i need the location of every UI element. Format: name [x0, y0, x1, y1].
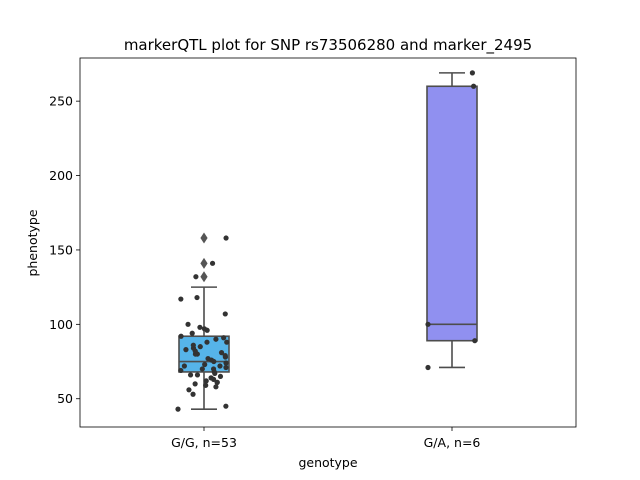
data-point	[183, 347, 189, 353]
data-point	[218, 350, 225, 356]
data-point	[223, 360, 229, 366]
data-point	[209, 260, 216, 266]
data-point	[223, 235, 229, 241]
box-group	[426, 72, 478, 369]
data-point	[471, 83, 477, 89]
data-point	[208, 375, 214, 381]
y-axis-label: phenotype	[25, 209, 40, 276]
data-point	[197, 324, 203, 330]
data-point	[213, 336, 219, 342]
data-point	[194, 294, 200, 301]
data-point	[213, 384, 219, 390]
y-tick-label: 100	[49, 317, 73, 332]
data-point	[223, 364, 229, 371]
data-point	[178, 367, 184, 374]
chart-title: markerQTL plot for SNP rs73506280 and ma…	[124, 36, 532, 55]
data-point	[201, 326, 208, 332]
data-point	[190, 342, 196, 348]
data-point	[210, 366, 217, 372]
x-tick-label: G/G, n=53	[171, 435, 237, 450]
plot-frame	[79, 57, 577, 428]
data-point	[221, 335, 227, 341]
data-point	[199, 366, 205, 372]
outlier-marker	[200, 232, 208, 244]
data-point	[222, 352, 228, 359]
data-point	[197, 344, 203, 350]
data-point	[217, 363, 223, 369]
data-point	[204, 339, 210, 345]
x-axis-label: genotype	[298, 455, 357, 470]
outlier-marker	[200, 271, 208, 283]
data-point	[181, 363, 187, 369]
data-point	[193, 274, 199, 280]
data-point	[202, 361, 208, 368]
data-point	[469, 70, 475, 76]
y-axis: 50 100 150 200 250	[49, 94, 80, 406]
box-group	[178, 232, 230, 410]
data-point	[175, 406, 181, 412]
data-point	[192, 381, 198, 387]
data-point	[203, 382, 209, 388]
y-tick-label: 250	[49, 94, 73, 109]
data-point	[185, 321, 191, 327]
plot-area	[175, 70, 478, 412]
data-point	[186, 387, 192, 393]
y-tick-label: 50	[57, 391, 73, 406]
data-point	[223, 403, 229, 409]
data-point	[425, 321, 431, 327]
data-point	[178, 333, 184, 339]
data-point	[194, 372, 201, 378]
data-point	[190, 391, 196, 397]
data-point	[224, 339, 230, 345]
data-point	[214, 379, 220, 385]
data-point	[187, 372, 194, 378]
box	[426, 85, 478, 342]
outlier-marker	[200, 257, 208, 269]
y-tick-label: 200	[49, 168, 73, 183]
data-point	[222, 311, 228, 317]
x-axis: G/G, n=53 G/A, n=6	[171, 427, 480, 450]
data-point	[205, 355, 211, 362]
data-point	[425, 364, 431, 371]
data-point	[472, 338, 478, 344]
data-point	[203, 378, 209, 384]
data-point	[217, 373, 224, 380]
x-tick-label: G/A, n=6	[424, 435, 481, 450]
y-tick-label: 150	[49, 242, 73, 257]
data-point	[189, 330, 195, 336]
data-point	[178, 296, 184, 302]
